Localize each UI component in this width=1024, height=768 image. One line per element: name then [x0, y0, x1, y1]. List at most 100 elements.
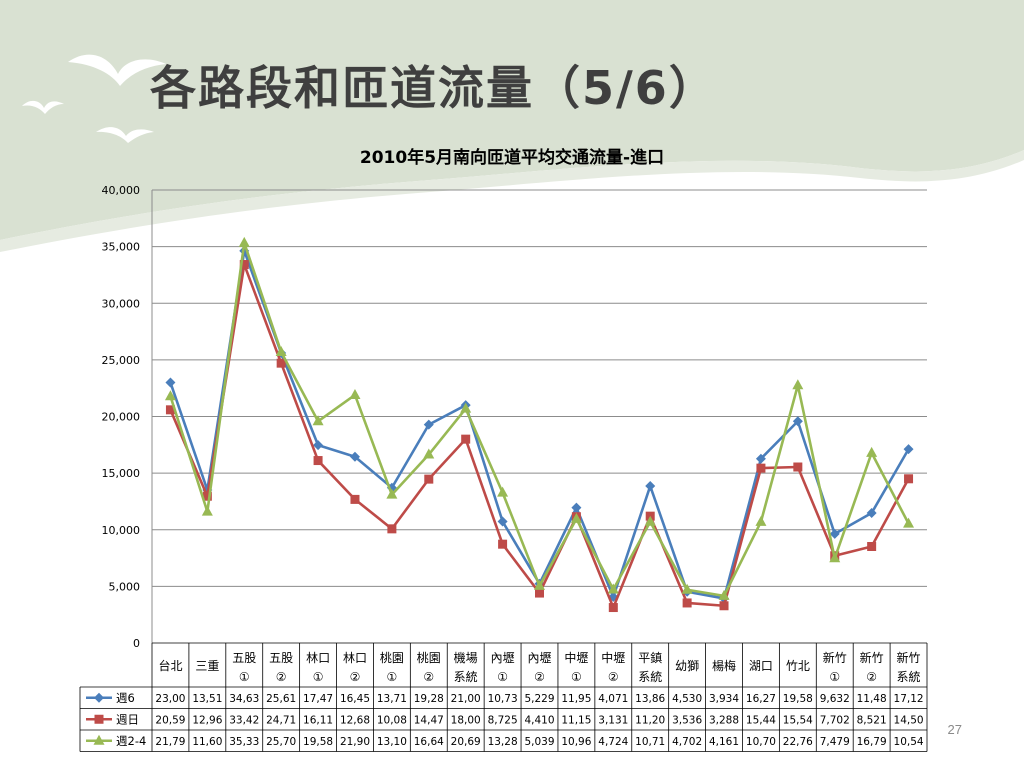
data-label: 25,61 [266, 693, 296, 705]
data-label: 22,76 [783, 736, 813, 748]
x-tick-label: ① [239, 670, 250, 684]
data-point [424, 474, 434, 484]
data-label: 13,86 [635, 693, 665, 705]
x-tick-label: 內壢 [491, 650, 515, 665]
data-point [756, 463, 766, 473]
data-label: 4,410 [524, 714, 554, 726]
data-label: 16,45 [340, 693, 370, 705]
data-label: 21,79 [155, 736, 185, 748]
x-tick-label: 桃園 [417, 650, 441, 665]
data-point [313, 440, 324, 451]
data-label: 19,58 [303, 736, 333, 748]
data-label: 33,42 [229, 714, 259, 726]
data-label: 3,288 [709, 714, 739, 726]
data-label: 8,521 [857, 714, 887, 726]
y-tick-label: 30,000 [102, 297, 141, 310]
data-point [682, 598, 692, 608]
x-tick-label: 內壢 [527, 650, 551, 665]
x-tick-label: 台北 [158, 658, 182, 673]
data-label: 4,530 [672, 693, 702, 705]
data-label: 21,90 [340, 736, 370, 748]
data-point [607, 583, 619, 594]
data-label: 16,64 [414, 736, 444, 748]
data-label: 14,47 [414, 714, 444, 726]
x-tick-label: 幼獅 [675, 659, 699, 673]
data-label: 13,71 [377, 693, 407, 705]
background-wave [0, 0, 1024, 240]
x-tick-label: 機場 [454, 650, 478, 665]
data-point [534, 579, 545, 590]
x-tick-label: ② [866, 670, 877, 684]
data-label: 10,73 [488, 693, 518, 705]
data-label: 4,071 [598, 693, 628, 705]
data-point [866, 446, 878, 457]
x-tick-label: 楊梅 [712, 658, 736, 673]
data-point [461, 434, 471, 444]
x-tick-label: 竹北 [786, 659, 810, 673]
data-point [793, 462, 803, 472]
legend-marker [94, 692, 104, 703]
data-point [201, 505, 213, 516]
data-point [312, 415, 324, 426]
x-tick-label: 新竹 [823, 650, 847, 665]
slide-title: 各路段和匝道流量（5/6） [150, 61, 717, 115]
x-tick-label: ② [534, 670, 545, 684]
data-label: 13,10 [377, 736, 407, 748]
x-tick-label: 系統 [638, 670, 662, 684]
data-label: 3,536 [672, 714, 702, 726]
chart-title: 2010年5月南向匝道平均交通流量-進口 [359, 148, 665, 168]
data-table: 台北 三重五股①五股②林口①林口②桃園①桃園②機場系統內壢①內壢②中壢①中壢②平鎮… [79, 642, 928, 752]
data-label: 15,44 [746, 714, 776, 726]
data-point [498, 539, 508, 549]
data-point [608, 603, 618, 613]
data-point [239, 260, 249, 270]
data-point [202, 491, 212, 501]
data-label: 3,934 [709, 693, 739, 705]
data-label: 4,724 [598, 736, 628, 748]
x-tick-label: ① [829, 670, 840, 684]
data-label: 18,00 [451, 714, 481, 726]
x-tick-label: 湖口 [749, 658, 773, 673]
data-label: 11,15 [561, 714, 591, 726]
x-tick-label: ② [608, 670, 619, 684]
data-point [903, 444, 914, 455]
x-tick-label: ② [276, 670, 287, 684]
y-tick-label: 20,000 [102, 411, 141, 424]
data-label: 12,96 [192, 714, 222, 726]
data-label: 8,725 [488, 714, 518, 726]
data-label: 21,00 [451, 693, 481, 705]
x-tick-label: ② [350, 670, 361, 684]
data-label: 16,11 [303, 714, 333, 726]
x-tick-label: 新竹 [860, 650, 884, 665]
data-label: 10,71 [635, 736, 665, 748]
data-point [570, 512, 582, 523]
data-label: 12,68 [340, 714, 370, 726]
data-label: 13,28 [488, 736, 518, 748]
data-point [276, 358, 286, 368]
data-label: 10,70 [746, 736, 776, 748]
data-label: 11,60 [192, 736, 222, 748]
data-point [387, 524, 397, 534]
data-point [275, 345, 287, 356]
page-number: 27 [947, 722, 962, 737]
data-point [164, 390, 176, 401]
x-tick-label: 系統 [897, 670, 921, 684]
data-label: 25,70 [266, 736, 296, 748]
y-tick-label: 5,000 [109, 580, 141, 593]
gridlines [152, 189, 927, 587]
y-axis: 0 5,000 10,000 15,000 20,000 25,000 30,000 35,0… [102, 184, 153, 650]
legend-label: 週日 [116, 712, 139, 726]
data-point [719, 601, 729, 611]
data-label: 3,131 [598, 714, 628, 726]
data-label: 5,229 [524, 693, 554, 705]
data-label: 17,12 [894, 693, 924, 705]
data-label: 4,161 [709, 736, 739, 748]
data-point [571, 502, 582, 513]
data-point [645, 481, 656, 492]
data-label: 4,702 [672, 736, 702, 748]
data-label: 14,50 [894, 714, 924, 726]
data-label: 24,71 [266, 714, 296, 726]
data-point [535, 588, 544, 598]
